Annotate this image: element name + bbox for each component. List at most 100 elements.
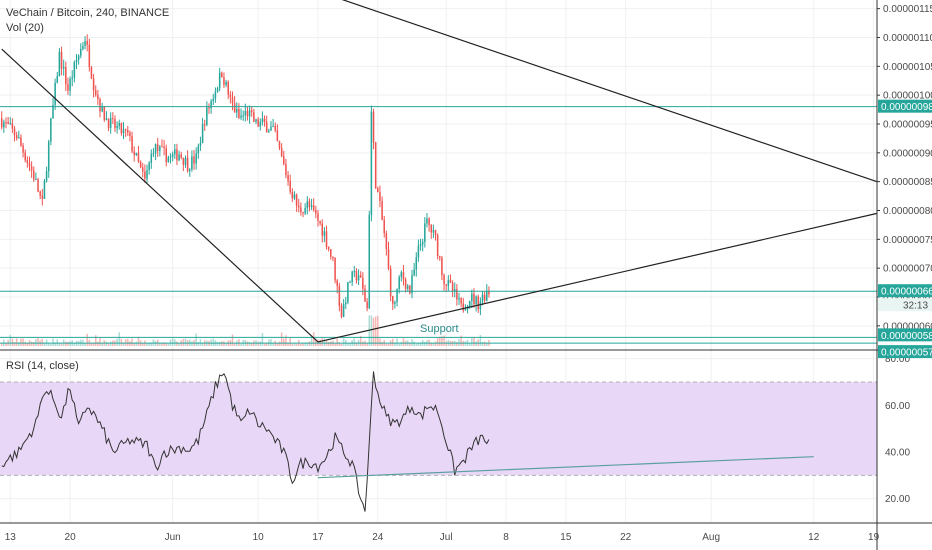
candle-body <box>39 191 41 196</box>
symbol-title[interactable]: VeChain / Bitcoin, 240, BINANCE <box>6 7 169 19</box>
candle-body <box>387 249 390 269</box>
candle-body <box>340 306 343 317</box>
volume-bar <box>159 343 161 346</box>
volume-bar <box>456 342 458 346</box>
candle-body <box>436 235 439 257</box>
volume-bar <box>385 343 388 346</box>
upper-trendline <box>341 0 878 183</box>
volume-bar <box>24 341 26 346</box>
candle-body <box>342 303 345 317</box>
price-tick-label: 0.00000090 <box>883 148 932 159</box>
volume-bar <box>362 341 364 346</box>
volume-bar <box>419 342 422 346</box>
volume-bar <box>481 341 484 346</box>
volume-bar <box>165 343 168 346</box>
candle-body <box>54 82 56 105</box>
candle-body <box>325 231 328 247</box>
volume-bar <box>278 341 281 346</box>
volume-bar <box>231 334 234 346</box>
volume-bar <box>443 335 445 346</box>
candle-body <box>165 148 168 163</box>
candle-body <box>321 223 324 236</box>
candle-body <box>30 166 33 171</box>
volume-bar <box>439 336 441 346</box>
volume-bar <box>184 338 187 346</box>
resistance-tag: 0.00000098 <box>881 102 932 113</box>
volume-label[interactable]: Vol (20) <box>6 22 44 34</box>
candle-body <box>37 179 39 192</box>
volume-bar <box>283 338 285 346</box>
current-price-tag: 0.00000066 <box>881 287 932 298</box>
volume-bar <box>52 338 54 346</box>
drawings <box>0 0 878 344</box>
candle-body <box>447 279 450 286</box>
candle-body <box>45 171 48 181</box>
candle-body <box>133 151 135 156</box>
candle-body <box>41 195 44 199</box>
candle-body <box>118 122 121 127</box>
volume-bar <box>124 339 127 346</box>
volume-bar <box>392 338 394 346</box>
candle-body <box>248 110 251 117</box>
candle-body <box>210 100 212 109</box>
price-tick-label: 0.00000080 <box>883 206 932 217</box>
candle-body <box>462 303 465 311</box>
rsi-label[interactable]: RSI (14, close) <box>6 360 79 372</box>
candle-body <box>120 122 123 134</box>
candle-body <box>456 289 458 300</box>
candle-body <box>176 149 178 161</box>
volume-bar <box>483 341 486 346</box>
candle-body <box>141 167 144 172</box>
candle-body <box>148 162 150 171</box>
volume-bar <box>272 342 274 346</box>
candle-body <box>268 130 270 132</box>
candle-body <box>105 118 108 120</box>
candle-body <box>272 126 274 128</box>
candle-body <box>366 301 368 309</box>
volume-bar <box>310 335 313 346</box>
candle-body <box>330 249 332 257</box>
candle-body <box>406 285 409 289</box>
candle-body <box>359 275 362 278</box>
candle-body <box>7 122 9 124</box>
candle-body <box>312 205 315 211</box>
candle-body <box>26 160 29 164</box>
price-tick-label: 0.00000110 <box>883 33 932 44</box>
candle-body <box>293 194 296 199</box>
candle-body <box>214 91 217 99</box>
candle-body <box>212 98 215 101</box>
volume-bar <box>131 338 133 346</box>
candle-body <box>124 129 127 131</box>
volume-bar <box>182 338 185 346</box>
volume-bar <box>248 342 251 346</box>
support-upper-tag: 0.00000058 <box>881 331 932 342</box>
volume-bar <box>197 342 200 346</box>
volume-bar <box>84 343 86 346</box>
volume-bar <box>387 343 390 346</box>
resistance-tag-bg <box>878 99 932 113</box>
volume-bar <box>32 342 35 346</box>
candle-body <box>368 214 371 309</box>
volume-bar <box>276 343 279 346</box>
candle-body <box>191 156 193 170</box>
candle-body <box>473 293 475 305</box>
price-tick-label: 0.00000095 <box>883 119 932 130</box>
candle-body <box>82 46 84 49</box>
candle-body <box>257 119 259 127</box>
candle-body <box>310 205 313 207</box>
candle-body <box>287 175 289 181</box>
candle-body <box>62 67 65 69</box>
rsi-band <box>0 381 877 476</box>
candle-body <box>80 48 82 56</box>
candle-body <box>90 67 93 79</box>
volume-bar <box>13 342 16 346</box>
price-tick-label: 0.00000060 <box>883 321 932 332</box>
candle-body <box>159 146 161 151</box>
rsi-tick-label: 60.00 <box>885 401 910 412</box>
candle-body <box>116 126 118 129</box>
candle-body <box>471 293 473 302</box>
volume-bar <box>338 342 341 346</box>
volume-bar <box>396 338 398 346</box>
candle-body <box>306 201 309 209</box>
candle-body <box>332 256 334 258</box>
